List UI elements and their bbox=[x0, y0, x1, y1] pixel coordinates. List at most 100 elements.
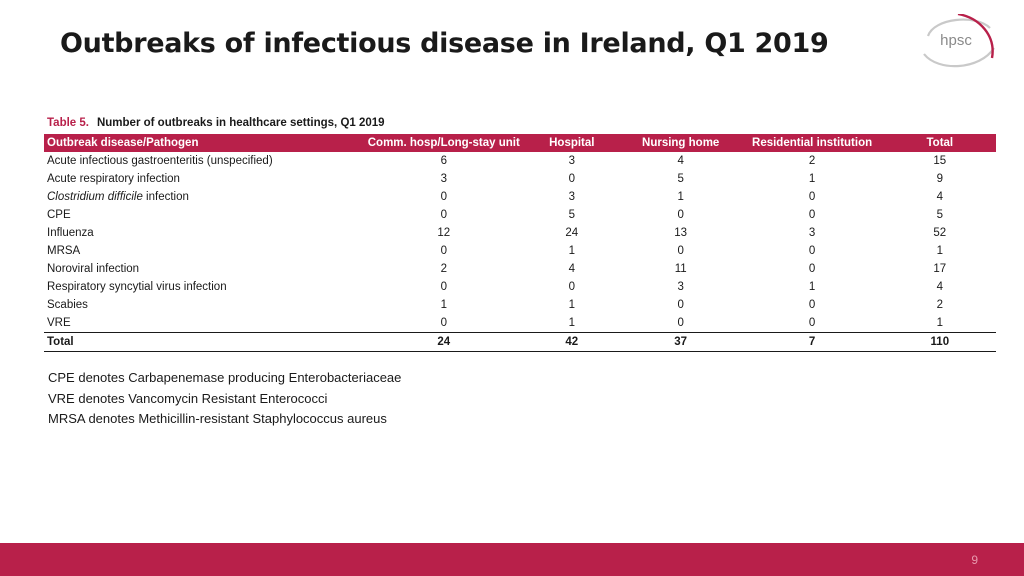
total-value-cell: 37 bbox=[620, 332, 741, 352]
pathogen-name: CPE bbox=[47, 209, 71, 221]
col-header-comm-hosp: Comm. hosp/Long-stay unit bbox=[364, 134, 523, 152]
row-value-cell: 0 bbox=[568, 281, 575, 293]
table-row: Acute respiratory infection 3 0 5 1 9 bbox=[44, 170, 996, 188]
row-pathogen-cell: Respiratory syncytial virus infection bbox=[44, 278, 365, 296]
row-pathogen-cell: Influenza bbox=[44, 224, 365, 242]
table-row: MRSA 0 1 0 0 1 bbox=[44, 242, 996, 260]
row-value-cell: 0 bbox=[808, 299, 816, 311]
row-value-cell: 1 bbox=[936, 317, 944, 329]
row-value-cell: 6 bbox=[440, 155, 447, 167]
pathogen-name: VRE bbox=[47, 317, 71, 329]
row-value-cell: 1 bbox=[568, 317, 575, 329]
total-value-cell: 42 bbox=[522, 332, 621, 352]
col-header-pathogen: Outbreak disease/Pathogen bbox=[44, 134, 365, 152]
row-value-cell: 0 bbox=[677, 299, 684, 311]
footnote-mrsa: MRSA denotes Methicillin-resistant Staph… bbox=[48, 411, 387, 426]
row-value-cell: 0 bbox=[677, 209, 684, 221]
row-value-cell: 1 bbox=[677, 191, 684, 203]
row-value-cell: 52 bbox=[933, 227, 947, 239]
pathogen-name: Respiratory syncytial virus infection bbox=[47, 281, 227, 293]
row-value-cell: 9 bbox=[936, 173, 944, 185]
page-number: 9 bbox=[971, 553, 978, 567]
row-value-cell: 24 bbox=[565, 227, 579, 239]
col-header-residential: Residential institution bbox=[740, 134, 884, 152]
outbreaks-table: Outbreak disease/Pathogen Comm. hosp/Lon… bbox=[44, 134, 996, 352]
row-value-cell: 5 bbox=[568, 209, 575, 221]
table-caption-text: Number of outbreaks in healthcare settin… bbox=[96, 117, 385, 129]
row-value-cell: 4 bbox=[936, 191, 944, 203]
total-value-cell: 24 bbox=[364, 332, 523, 352]
row-value-cell: 4 bbox=[677, 155, 684, 167]
table-row: Influenza 12 24 13 3 52 bbox=[44, 224, 996, 242]
row-value-cell: 3 bbox=[808, 227, 816, 239]
row-value-cell: 0 bbox=[440, 191, 447, 203]
footnotes: CPE denotes Carbapenemase producing Ente… bbox=[48, 368, 401, 430]
row-value-cell: 17 bbox=[933, 263, 947, 275]
table-row: VRE 0 1 0 0 1 bbox=[44, 314, 996, 333]
row-value-cell: 12 bbox=[437, 227, 451, 239]
row-value-cell: 0 bbox=[440, 245, 447, 257]
row-value-cell: 0 bbox=[808, 209, 816, 221]
pathogen-name: Acute respiratory infection bbox=[47, 173, 180, 185]
total-value-cell: 110 bbox=[883, 332, 996, 352]
row-value-cell: 0 bbox=[440, 281, 447, 293]
row-value-cell: 3 bbox=[677, 281, 684, 293]
row-value-cell: 2 bbox=[936, 299, 944, 311]
row-pathogen-cell: MRSA bbox=[44, 242, 365, 260]
row-value-cell: 0 bbox=[677, 245, 684, 257]
row-value-cell: 2 bbox=[808, 155, 816, 167]
footnote-cpe: CPE denotes Carbapenemase producing Ente… bbox=[48, 370, 402, 385]
pathogen-name: Scabies bbox=[47, 299, 88, 311]
pathogen-name: infection bbox=[142, 191, 189, 203]
col-header-hospital: Hospital bbox=[522, 134, 621, 152]
row-value-cell: 1 bbox=[568, 245, 575, 257]
hpsc-logo: hpsc bbox=[918, 12, 998, 72]
row-pathogen-cell: Scabies bbox=[44, 296, 365, 314]
row-pathogen-cell: Acute respiratory infection bbox=[44, 170, 365, 188]
pathogen-name: Influenza bbox=[47, 227, 94, 239]
row-value-cell: 1 bbox=[936, 245, 944, 257]
row-value-cell: 4 bbox=[568, 263, 575, 275]
row-value-cell: 2 bbox=[440, 263, 447, 275]
table-row: Respiratory syncytial virus infection 0 0 3… bbox=[44, 278, 996, 296]
table-row: Noroviral infection 2 4 11 0 17 bbox=[44, 260, 996, 278]
row-value-cell: 13 bbox=[674, 227, 688, 239]
col-header-nursing-home: Nursing home bbox=[620, 134, 741, 152]
row-value-cell: 0 bbox=[808, 317, 816, 329]
row-value-cell: 3 bbox=[440, 173, 447, 185]
row-value-cell: 11 bbox=[674, 263, 687, 275]
logo-text: hpsc bbox=[940, 32, 972, 49]
row-value-cell: 1 bbox=[440, 299, 447, 311]
col-header-total: Total bbox=[883, 134, 996, 152]
row-value-cell: 0 bbox=[808, 245, 816, 257]
row-value-cell: 5 bbox=[677, 173, 684, 185]
row-value-cell: 5 bbox=[936, 209, 944, 221]
row-value-cell: 15 bbox=[933, 155, 947, 167]
page-title: Outbreaks of infectious disease in Irela… bbox=[60, 28, 829, 59]
pathogen-name: Acute infectious gastroenteritis (unspec… bbox=[47, 155, 273, 167]
pathogen-name: Noroviral infection bbox=[47, 263, 140, 275]
table-total-row: Total 24 42 37 7 110 bbox=[44, 332, 996, 352]
table-row: Acute infectious gastroenteritis (unspec… bbox=[44, 152, 996, 170]
row-pathogen-cell: CPE bbox=[44, 206, 365, 224]
row-value-cell: 3 bbox=[568, 191, 575, 203]
row-pathogen-cell: Acute infectious gastroenteritis (unspec… bbox=[44, 152, 365, 170]
row-value-cell: 3 bbox=[568, 155, 575, 167]
logo-swoosh-icon bbox=[923, 12, 995, 68]
total-label: Total bbox=[44, 332, 365, 352]
total-value-cell: 7 bbox=[740, 332, 884, 352]
footer-bar: 9 bbox=[0, 543, 1024, 576]
table-header-row: Outbreak disease/Pathogen Comm. hosp/Lon… bbox=[44, 134, 996, 152]
table-row: CPE 0 5 0 0 5 bbox=[44, 206, 996, 224]
table-body: Acute infectious gastroenteritis (unspec… bbox=[44, 152, 996, 352]
row-value-cell: 0 bbox=[677, 317, 684, 329]
row-value-cell: 1 bbox=[568, 299, 575, 311]
table-row: Clostridium difficile infection 0 3 1 0 4 bbox=[44, 188, 996, 206]
row-value-cell: 4 bbox=[936, 281, 944, 293]
row-value-cell: 0 bbox=[568, 173, 575, 185]
row-pathogen-cell: Clostridium difficile infection bbox=[44, 188, 365, 206]
row-value-cell: 0 bbox=[440, 209, 447, 221]
pathogen-italic-name: Clostridium difficile bbox=[47, 191, 143, 203]
row-value-cell: 1 bbox=[808, 281, 816, 293]
table-caption-number: Table 5. bbox=[47, 117, 89, 129]
